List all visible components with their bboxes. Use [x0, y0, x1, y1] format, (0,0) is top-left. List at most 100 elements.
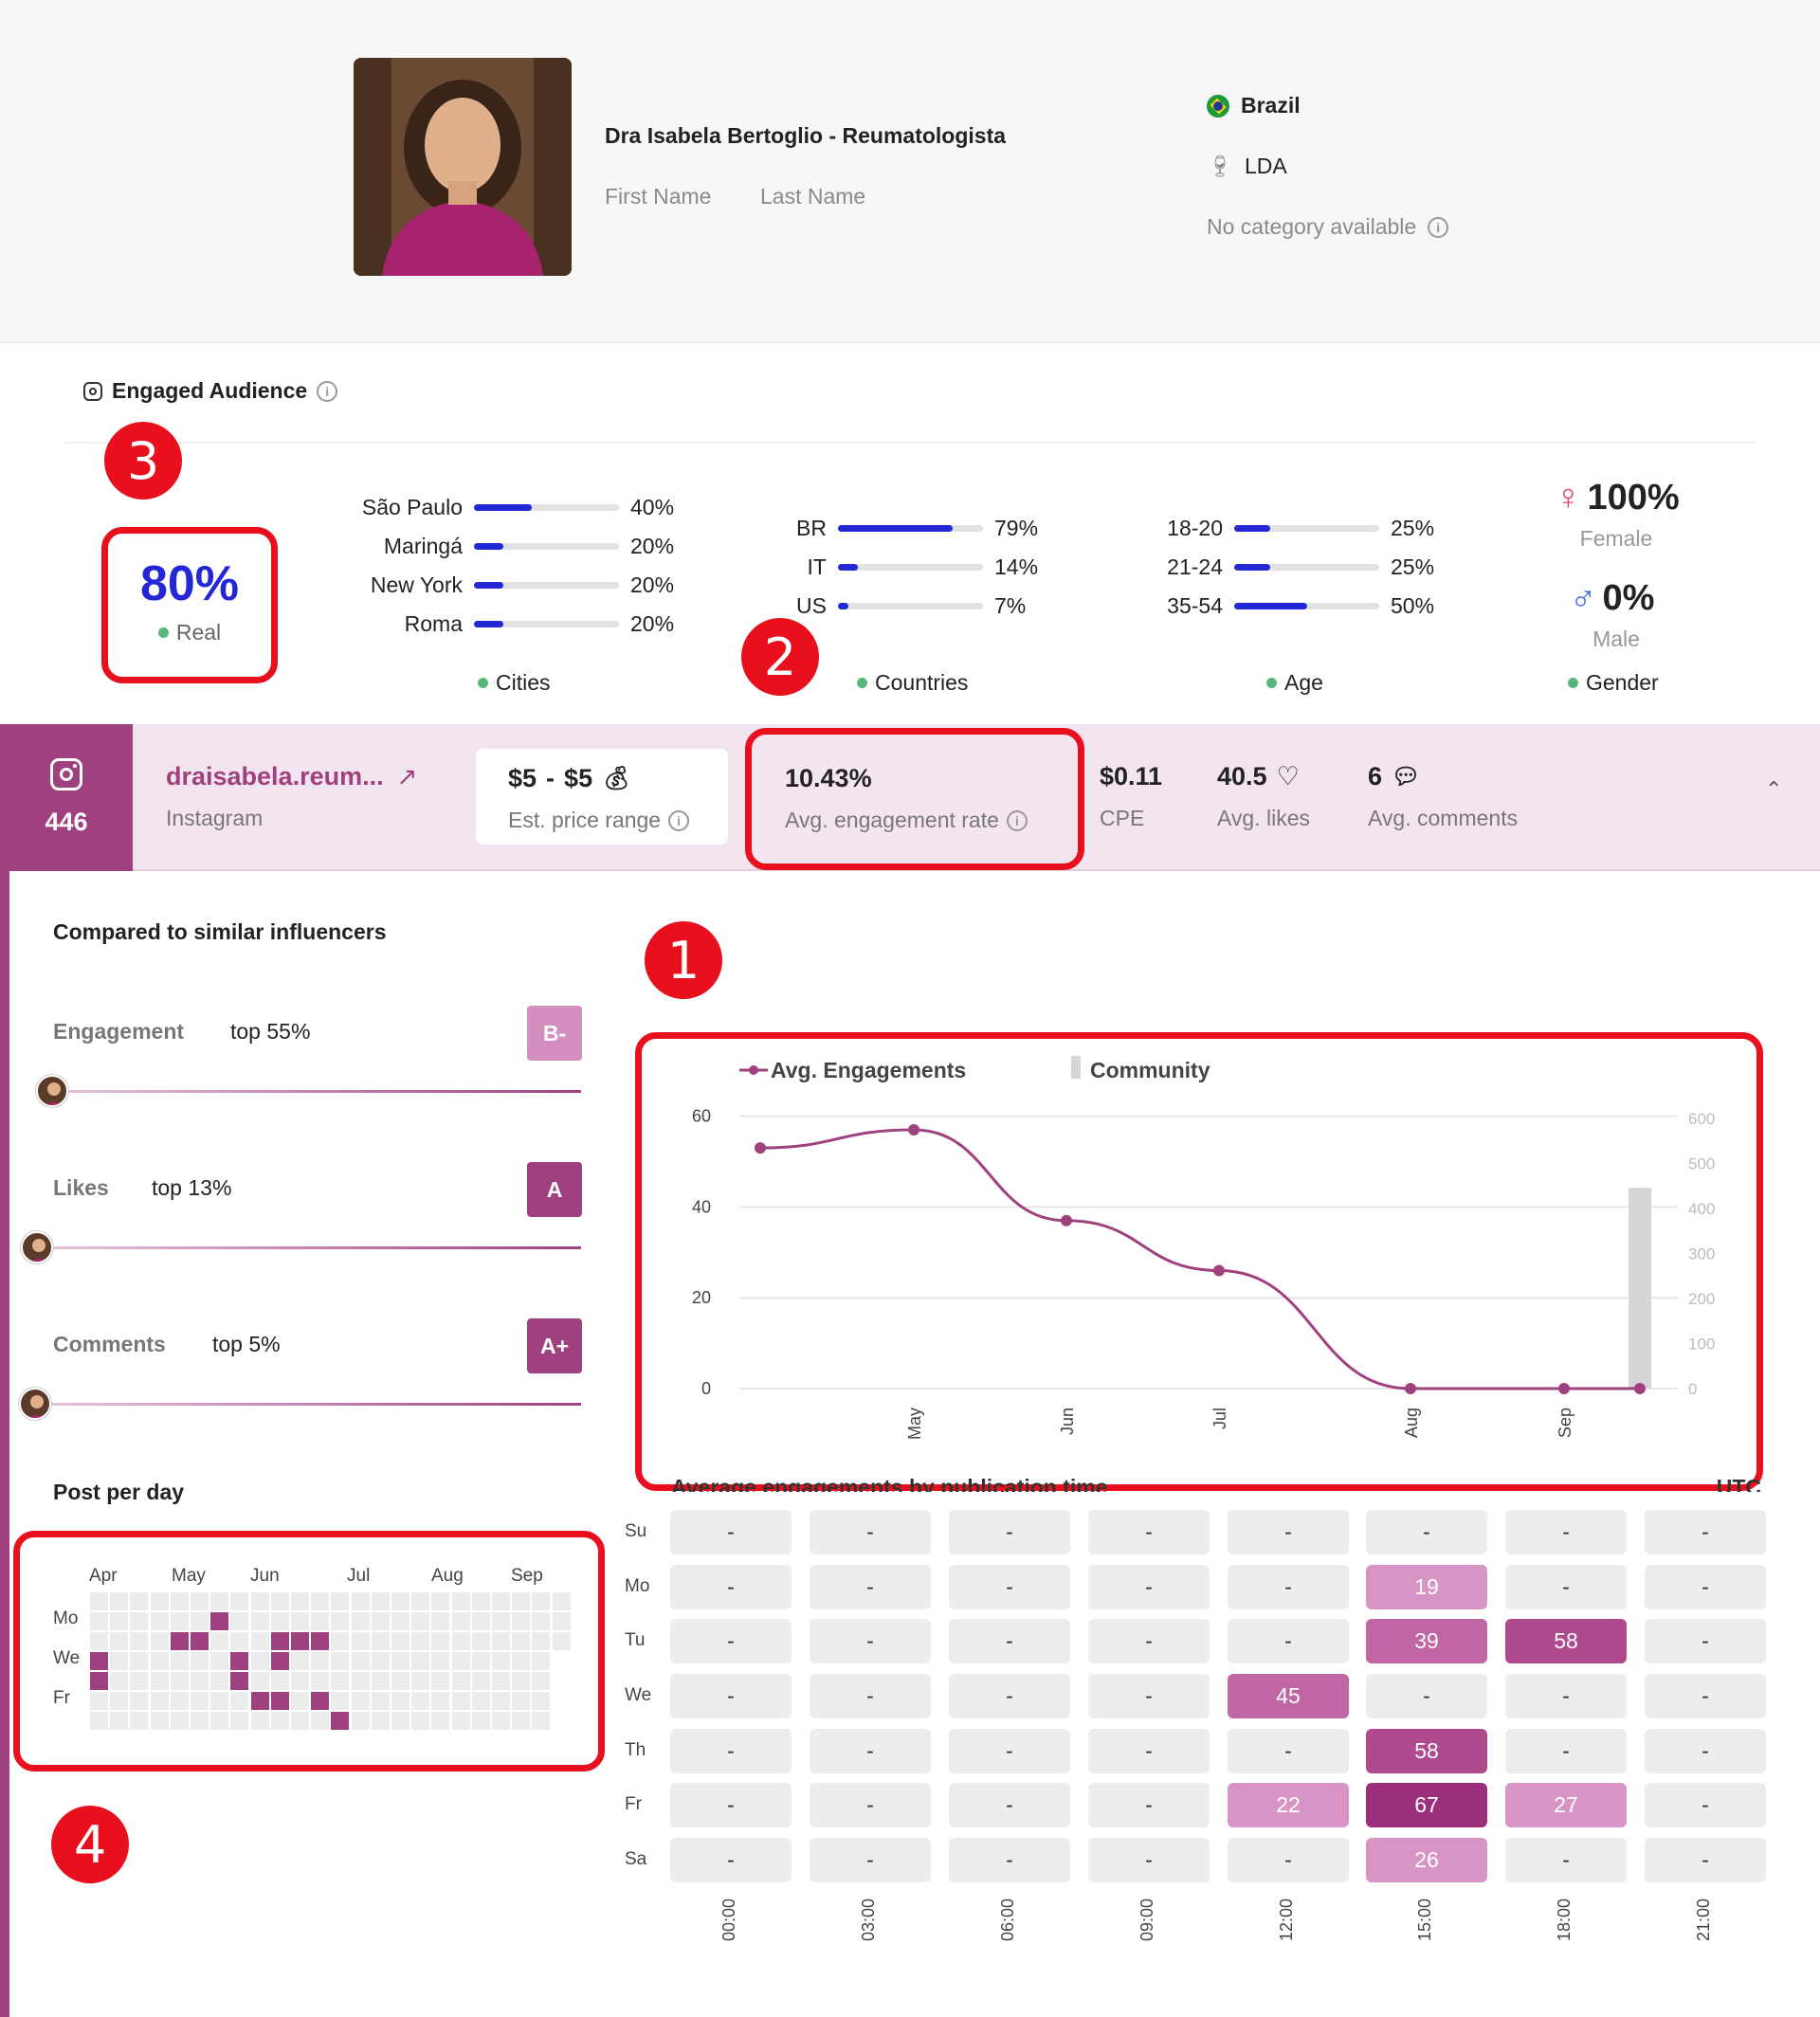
calendar-day-cell [250, 1672, 269, 1690]
country-row: US 7% [580, 591, 1026, 620]
country-row: IT 14% [580, 553, 1039, 581]
calendar-day-cell [90, 1592, 108, 1610]
info-icon[interactable]: i [1006, 809, 1028, 831]
heatmap-cell: - [1088, 1510, 1210, 1554]
annotation-2: 2 [741, 618, 819, 696]
city-pct: 20% [630, 610, 675, 636]
heatmap-cell: - [1366, 1510, 1487, 1554]
age-row: 18-20 25% [976, 514, 1434, 542]
calendar-day-cell [270, 1592, 289, 1610]
profile-handle-link[interactable]: draisabela.reum... [166, 762, 384, 790]
heatmap-cell: - [810, 1510, 931, 1554]
calendar-day-cell [90, 1672, 108, 1690]
calendar-day-cell [411, 1712, 430, 1730]
calendar-day-cell [492, 1692, 510, 1710]
calendar-day-cell [230, 1712, 249, 1730]
calendar-day-cell [532, 1712, 551, 1730]
city-row: New York 20% [216, 571, 674, 599]
calendar-day-cell [291, 1712, 309, 1730]
calendar-day-cell [110, 1652, 129, 1670]
calendar-day-cell [90, 1652, 108, 1670]
heatmap-cell: - [1088, 1783, 1210, 1827]
age-bar [1234, 563, 1379, 571]
calendar-day-cell [170, 1672, 189, 1690]
handle-row[interactable]: draisabela.reum... ↗ [166, 762, 417, 791]
country-name: Brazil [1241, 93, 1301, 118]
info-icon[interactable]: i [317, 380, 338, 402]
heatmap-cell: - [810, 1619, 931, 1663]
y-left-tick: 60 [692, 1107, 711, 1126]
calendar-day-cell [130, 1652, 149, 1670]
calendar-day-cell [351, 1652, 370, 1670]
heatmap-title: Average engagements by publication time [671, 1475, 1108, 1492]
calendar-day-cell [110, 1692, 129, 1710]
heatmap-time-label: 12:00 [1277, 1898, 1296, 1941]
calendar-day-cell [191, 1692, 209, 1710]
male-label: Male [1592, 627, 1640, 651]
legend-avg-engagements: Avg. Engagements [771, 1058, 966, 1082]
calendar-day-cell [411, 1652, 430, 1670]
money-bag-icon: 💰︎ [602, 766, 631, 791]
heatmap-cell: 58 [1505, 1619, 1627, 1663]
calendar-day-cell [371, 1712, 390, 1730]
engagement-rate-label-row: Avg. engagement rate i [785, 808, 1028, 833]
compare-engagement-top: top 55% [230, 1019, 311, 1044]
calendar-day-cell [150, 1692, 169, 1710]
heatmap-cell: - [1088, 1729, 1210, 1773]
compare-slider-track [40, 1246, 581, 1249]
calendar-day-cell [291, 1592, 309, 1610]
heatmap-cell: - [949, 1838, 1070, 1882]
heatmap-cell: - [1228, 1838, 1349, 1882]
avg-engagements-point [1061, 1214, 1072, 1227]
age-pct: 25% [1391, 554, 1435, 579]
calendar-day-cell [311, 1652, 330, 1670]
calendar-day-cell [532, 1632, 551, 1650]
calendar-day-cell [552, 1612, 571, 1630]
country-pct: 7% [994, 592, 1027, 618]
calendar-day-cell [130, 1712, 149, 1730]
comment-bubble-icon: 💬︎ [1392, 764, 1421, 790]
calendar-day-cell [191, 1652, 209, 1670]
calendar-day-cell [311, 1632, 330, 1650]
compare-comments-top: top 5% [212, 1332, 281, 1356]
calendar-day-cell [90, 1632, 108, 1650]
age-row: 35-54 50% [976, 591, 1434, 620]
calendar-month-label: May [172, 1566, 206, 1586]
calendar-day-cell [331, 1592, 350, 1610]
calendar-day-cell [210, 1692, 229, 1710]
external-link-icon[interactable]: ↗ [396, 762, 418, 790]
calendar-day-cell [230, 1592, 249, 1610]
calendar-day-cell [210, 1712, 229, 1730]
calendar-day-cell [451, 1632, 470, 1650]
heatmap-cell: - [670, 1674, 792, 1718]
platform-summary-bar: 446 draisabela.reum... ↗ Instagram $5- $5… [0, 724, 1820, 871]
country-name: IT [807, 554, 827, 579]
calendar-day-cell [411, 1632, 430, 1650]
annotation-box-engagement [745, 728, 1084, 870]
heatmap-cell: - [949, 1729, 1070, 1773]
heatmap-title-row: Average engagements by publication time … [671, 1467, 1761, 1492]
heatmap-time-label: 18:00 [1555, 1898, 1574, 1941]
heatmap-cell: - [1228, 1729, 1349, 1773]
calendar-day-cell [110, 1592, 129, 1610]
info-icon[interactable]: i [1428, 216, 1449, 238]
calendar-day-cell [170, 1612, 189, 1630]
heatmap-cell: 58 [1366, 1729, 1487, 1773]
heatmap-cell: - [1088, 1619, 1210, 1663]
avg-likes-label: Avg. likes [1217, 806, 1311, 830]
collapse-chevron-up-icon[interactable]: ⌃ [1765, 777, 1783, 801]
calendar-day-cell [250, 1612, 269, 1630]
grade-badge: A+ [527, 1318, 582, 1373]
info-icon[interactable]: i [668, 809, 690, 831]
calendar-day-cell [512, 1692, 531, 1710]
calendar-day-cell [291, 1652, 309, 1670]
calendar-day-cell [471, 1612, 490, 1630]
city-bar-fill [474, 503, 533, 511]
price-range-values: $5- $5 💰︎ [508, 764, 631, 792]
instagram-badge[interactable]: 446 [0, 724, 133, 871]
age-name: 35-54 [1167, 592, 1223, 618]
heatmap-time-label: 03:00 [859, 1898, 878, 1941]
heatmap-cell: - [1645, 1838, 1766, 1882]
grade-badge: B- [527, 1006, 582, 1061]
avg-comments-label: Avg. comments [1368, 806, 1519, 830]
